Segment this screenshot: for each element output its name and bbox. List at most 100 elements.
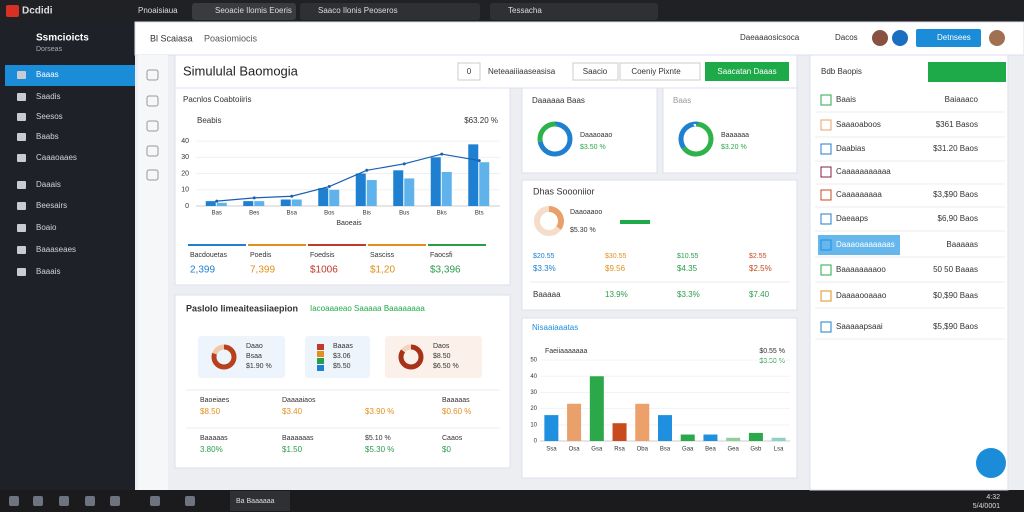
card-link[interactable]: Iacoaaaeao Saaaaa Baaaaaaaa [310,304,425,313]
row-label[interactable]: Saaaaapsaai [836,322,883,331]
taskbar-icon[interactable] [59,496,69,506]
cell-value: $8.50 [200,407,221,416]
row-icon [820,264,832,276]
bar [726,437,741,441]
card-title: Paslolo Iimeaiteasiiaepion [186,303,298,313]
x-tick-label: Bis [363,211,371,217]
y-tick-label: 10 [181,187,189,194]
primary-button[interactable] [705,62,789,81]
row-icon [820,119,832,131]
metric-label: $2.55 [749,253,767,260]
tab[interactable] [300,3,480,20]
cell-label: $5.10 % [365,435,391,442]
tab-label[interactable]: Tessacha [508,6,542,15]
button[interactable] [572,62,619,81]
row-label[interactable]: Baais [836,95,856,104]
x-tick-label: Bos [324,211,334,217]
taskbar-icon[interactable] [85,496,95,506]
tab-label[interactable]: Dcdidi [22,6,53,17]
tab[interactable] [192,3,296,20]
bar [468,144,479,206]
sidebar-item[interactable]: Baaas [36,70,59,79]
x-tick-label: Bks [437,211,447,217]
avatar[interactable] [892,30,908,46]
taskbar-icon[interactable] [110,496,120,506]
tab-label[interactable]: Saaco Ilonis Peoseros [318,6,398,15]
row-label[interactable]: Daeaaps [836,214,868,223]
row-label[interactable]: Saaaoaboos [836,120,881,129]
breadcrumb[interactable]: Bl Scaiasa [150,33,193,43]
line-point [440,152,444,156]
sidebar-item[interactable]: Boaio [36,223,57,232]
row-label[interactable]: Caaaaaaaaa [836,190,882,199]
row-icon [820,321,832,333]
avatar[interactable] [989,30,1005,46]
sidebar-icon [17,224,26,232]
row-label[interactable]: Daaaaooaaao [836,291,887,300]
row-label[interactable]: Daabias [836,144,865,153]
header-action[interactable]: Dacos [835,33,858,42]
rail-icon[interactable] [146,145,159,157]
taskbar-icon[interactable] [33,496,43,506]
filter-value[interactable]: 0 [467,67,472,76]
row-icon [820,143,832,155]
rail-icon[interactable] [146,120,159,132]
search-button[interactable] [928,62,1006,82]
rail-icon[interactable] [146,95,159,107]
stat-value: 2,399 [190,265,215,276]
row-label[interactable]: Caaaaaaaaaaa [836,167,891,176]
rail-icon[interactable] [146,69,159,81]
tab-label[interactable]: Seoacie Ilomis Eoeris [215,6,292,15]
address-bar[interactable] [490,3,658,20]
sidebar-item[interactable]: Baaais [36,267,60,276]
header-button[interactable] [916,29,981,47]
rail-icon[interactable] [146,169,159,181]
sidebar-icon [17,133,26,141]
taskbar-label[interactable]: Ba Baaaaaa [236,498,275,505]
taskbar-icon[interactable] [185,496,195,506]
primary-button-label[interactable]: Saacatan Daaas [717,67,776,76]
taskbar-icon[interactable] [150,496,160,506]
card [521,179,798,311]
stat-value: $1,20 [370,265,395,276]
button-label[interactable]: Coeniy Pixnte [631,67,681,76]
button-label[interactable]: Saacio [583,67,608,76]
sidebar-item[interactable]: Baaaseaes [36,245,76,254]
button[interactable] [619,62,701,81]
bar [366,180,377,206]
x-tick-label: Ssa [546,447,557,453]
line-point [327,185,331,189]
bar [280,199,291,206]
breadcrumb[interactable]: Poasiomiocis [204,33,258,43]
taskbar-item[interactable] [230,491,290,511]
row-label[interactable]: Daaaoaaaaaaas [836,240,895,249]
filter[interactable] [457,62,481,81]
sidebar-item[interactable]: Saadis [36,92,60,101]
tile-text: $1.90 % [246,363,272,370]
sidebar-item[interactable]: Daaais [36,180,61,189]
tab-label[interactable]: Pnoaisiaua [138,6,178,15]
bar [748,432,763,441]
bar [680,434,695,441]
x-tick-label: Bes [249,211,259,217]
taskbar-icon[interactable] [9,496,19,506]
sidebar-item[interactable]: Baabs [36,132,59,141]
search-text[interactable]: Neteaaiiiaaseasisa [488,67,556,76]
cell-value: $1.50 [282,445,303,454]
header-action[interactable]: Daeaaaosicsoca [740,33,800,42]
row-label[interactable]: Baaaaaaaaoo [836,265,886,274]
avatar[interactable] [872,30,888,46]
row-value: $5,$90 Baos [933,322,978,331]
row-value: $31.20 Baos [933,144,978,153]
sidebar-item[interactable]: Caaaoaaes [36,153,77,162]
sidebar-item[interactable]: Beesairs [36,201,67,210]
side-panel [809,54,1009,491]
header-button-label[interactable]: Detnsees [937,33,971,42]
x-tick-label: Gsb [750,447,762,453]
sidebar-item[interactable]: Seesos [36,112,63,121]
chat-button[interactable] [976,448,1006,478]
sidebar-active[interactable] [5,65,135,86]
progress-bar [620,220,650,224]
